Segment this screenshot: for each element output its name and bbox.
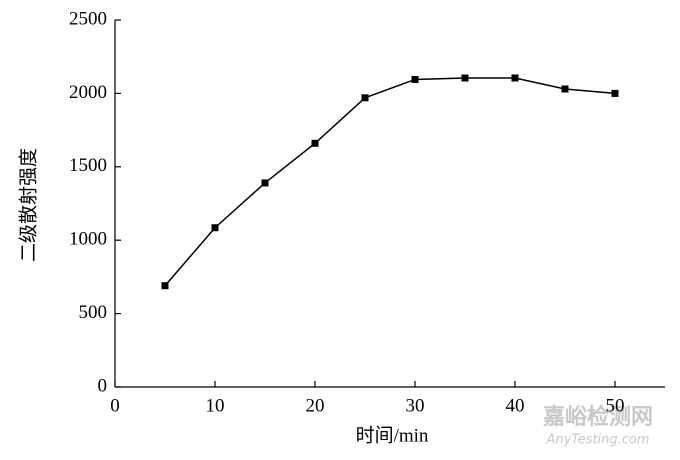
data-point — [411, 75, 419, 83]
x-tick-label: 0 — [110, 395, 120, 416]
y-tick-label: 0 — [98, 375, 108, 396]
data-point — [611, 89, 619, 97]
x-tick-label: 40 — [506, 395, 525, 416]
y-tick-label: 2000 — [69, 82, 107, 103]
y-tick-label: 2500 — [69, 8, 107, 29]
x-tick-label: 30 — [406, 395, 425, 416]
data-point — [361, 94, 369, 102]
x-tick-label: 10 — [206, 395, 225, 416]
data-point — [311, 139, 319, 147]
y-tick-label: 500 — [79, 302, 108, 323]
data-point — [211, 224, 219, 232]
series-line — [164, 77, 616, 287]
data-point — [261, 179, 269, 187]
data-point — [511, 74, 519, 82]
watermark-title: 嘉峪检测网 — [543, 404, 653, 430]
data-point — [161, 282, 169, 290]
data-point — [561, 85, 569, 93]
x-axis-label: 时间/min — [356, 424, 429, 446]
y-axis-label: 二级散射强度 — [17, 148, 39, 262]
watermark-url: AnyTesting.com — [545, 433, 649, 448]
x-tick-label: 50 — [606, 395, 625, 416]
y-tick-label: 1500 — [69, 155, 107, 176]
data-point — [461, 74, 469, 82]
y-tick-label: 1000 — [69, 229, 107, 250]
x-tick-label: 20 — [306, 395, 325, 416]
